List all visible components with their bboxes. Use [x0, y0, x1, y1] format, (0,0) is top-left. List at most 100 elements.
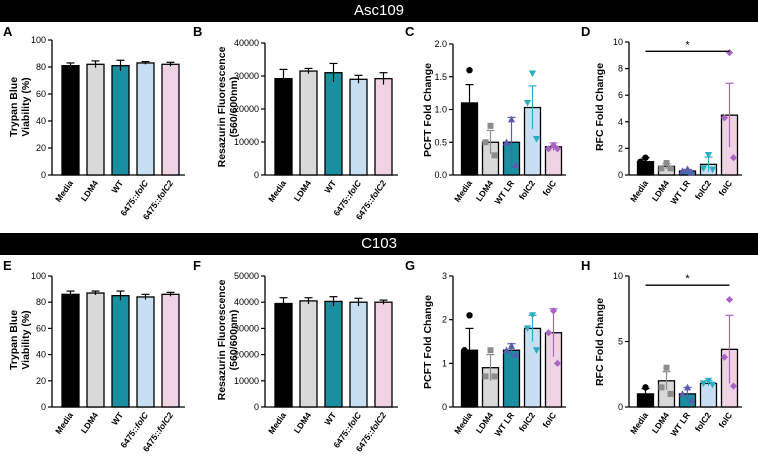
panel-letter-f: F — [193, 258, 201, 273]
data-point — [646, 397, 653, 404]
bar-ldm4 — [86, 292, 105, 408]
x-tick-label: WT — [322, 410, 338, 427]
data-point — [461, 109, 468, 116]
x-tick-label: Media — [53, 178, 75, 204]
y-tick-label: 30000 — [234, 323, 259, 333]
x-tick-label: folC — [540, 178, 558, 197]
data-point — [532, 135, 541, 143]
x-tick-label: LDM4 — [79, 178, 101, 203]
data-point — [507, 342, 516, 349]
data-point — [704, 377, 713, 385]
y-tick-label: 20000 — [234, 350, 259, 360]
x-tick-label: folC2 — [517, 410, 538, 433]
bar-6475-folc — [349, 78, 368, 176]
bar-6475-folc2 — [161, 293, 180, 408]
data-point — [491, 373, 498, 380]
bar-wt — [324, 300, 343, 408]
y-tick-label: 80 — [36, 297, 46, 307]
y-tick-label: 1 — [442, 358, 447, 368]
y-tick-label: 20 — [36, 376, 46, 386]
y-tick-label: 40 — [36, 116, 46, 126]
data-point — [553, 145, 562, 153]
data-point — [667, 390, 674, 397]
y-axis-label: RFC Fold Change — [594, 298, 606, 386]
x-tick-label: WT LR — [669, 410, 693, 438]
y-tick-label: 0 — [254, 170, 259, 180]
y-tick-label: 60 — [36, 89, 46, 99]
data-point — [549, 307, 558, 315]
data-point — [658, 384, 665, 391]
bar-media — [274, 77, 293, 176]
bar-wt-lr — [502, 349, 521, 408]
y-tick-label: 40000 — [234, 297, 259, 307]
panel-letter-a: A — [3, 24, 13, 39]
banner-asc109: Asc109 — [0, 0, 758, 22]
bar-folc2 — [699, 382, 718, 408]
x-tick-label: LDM4 — [474, 410, 496, 435]
data-point — [637, 394, 644, 402]
data-point — [502, 346, 511, 354]
chart-c: 0.0 0.5 1.0 1.5 2.0 PCFT Fold Change Media LDM4… — [422, 39, 566, 206]
significance-star: * — [685, 39, 690, 51]
data-point — [507, 115, 516, 123]
bar-wt — [111, 65, 130, 176]
panel-letter-b: B — [193, 24, 203, 39]
data-point — [642, 154, 649, 161]
y-tick-label: 2 — [618, 143, 623, 153]
y-tick-label: 0 — [41, 402, 46, 412]
y-axis-label: PCFT Fold Change — [422, 295, 434, 389]
y-tick-label: 100 — [31, 271, 46, 281]
y-axis-label: PCFT Fold Change — [422, 63, 434, 157]
y-tick-label: 0.5 — [434, 137, 447, 147]
x-tick-label: WT LR — [493, 178, 517, 206]
y-tick-label: 10000 — [234, 137, 259, 147]
y-tick-label: 10 — [613, 37, 623, 47]
bar-ldm4 — [299, 70, 318, 176]
y-axis-label: Trypan BlueViability (%) — [8, 310, 32, 370]
x-tick-label: Media — [628, 410, 650, 436]
data-point — [687, 168, 696, 176]
data-point — [544, 145, 553, 153]
data-point — [678, 390, 687, 397]
bar-6475-folc2 — [374, 77, 393, 176]
data-point — [725, 49, 734, 57]
x-tick-label: WT — [322, 178, 338, 195]
bar-media — [61, 293, 80, 408]
y-tick-label: 0 — [618, 170, 623, 180]
y-tick-label: 5 — [618, 337, 623, 347]
y-tick-label: 0 — [618, 402, 623, 412]
data-point — [683, 165, 692, 173]
y-tick-label: 80 — [36, 62, 46, 72]
x-tick-label: Media — [452, 410, 474, 436]
y-tick-label: 20000 — [234, 104, 259, 114]
x-tick-label: Media — [53, 410, 75, 436]
data-point — [646, 161, 653, 168]
data-point — [699, 165, 708, 172]
data-point — [491, 152, 498, 159]
data-point — [708, 381, 717, 389]
y-tick-label: 40 — [36, 350, 46, 360]
data-point — [502, 138, 511, 146]
y-tick-label: 50000 — [234, 271, 259, 281]
y-tick-label: 0 — [254, 402, 259, 412]
data-point — [549, 141, 558, 150]
y-tick-label: 1.0 — [434, 105, 447, 115]
x-tick-label: folC — [716, 178, 734, 197]
y-axis-label: Resazurin Fluorescence(560/600nm) — [216, 46, 240, 167]
data-point — [487, 122, 494, 129]
data-point — [699, 380, 708, 388]
panel-letter-e: E — [3, 258, 12, 273]
x-tick-label: folC2 — [693, 178, 714, 201]
banner-c103: C103 — [0, 233, 758, 255]
data-point — [704, 152, 713, 159]
data-point — [466, 312, 473, 319]
y-axis-label: Resazurin Fluorescence(560/600nm) — [216, 279, 240, 400]
data-point — [482, 139, 489, 146]
data-point — [708, 166, 717, 174]
data-point — [523, 99, 532, 107]
y-axis-label: Trypan BlueViability (%) — [8, 77, 32, 137]
